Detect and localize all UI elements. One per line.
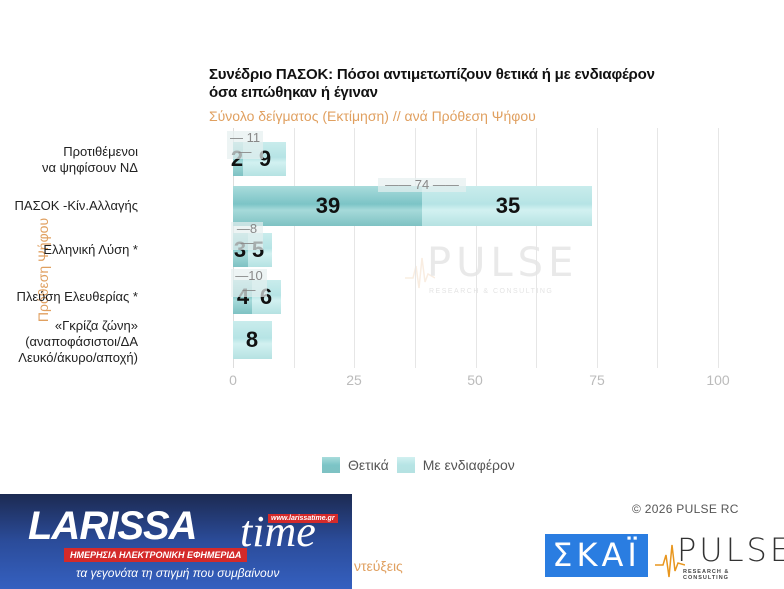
watermark-sub: RESEARCH & CONSULTING [429,288,554,295]
plot-area: Προτιθέμενοι να ψηφίσουν ΝΔ 2 9 — 11 — Π… [15,128,719,368]
legend-swatch-interest [396,457,415,473]
pulse-logo-word: PULSE [677,531,784,569]
total-value: 11 [246,130,261,145]
x-tick-label: 25 [346,372,362,388]
total-label: —8— [231,222,263,250]
cut-off-text: ντεύξεις [354,558,403,574]
gridline [596,128,598,368]
category-label-line: «Γκρίζα ζώνη» [54,318,138,333]
chart-title: Συνέδριο ΠΑΣΟΚ: Πόσοι αντιμετωπίζουν θετ… [209,66,655,102]
watermark-logo: PULSE RESEARCH & CONSULTING [405,240,573,300]
total-value: 8 [249,221,258,236]
larissatime-tagline: τα γεγονότα τη στιγμή που συμβαίνουν [76,566,280,580]
bar-positive[interactable] [233,142,243,176]
total-label: —— 74 —— [378,178,466,192]
larissatime-band: ΗΜΕΡΗΣΙΑ ΗΛΕΚΤΡΟΝΙΚΗ ΕΦΗΜΕΡΙΔΑ [64,548,248,562]
gridline [475,128,477,368]
category-label: Ελληνική Λύση * [43,242,138,258]
legend-swatch-positive [322,457,340,473]
larissatime-url[interactable]: www.larissatime.gr [268,514,338,523]
gridline [414,128,416,368]
bar-positive[interactable] [233,186,423,226]
gridline [293,128,295,368]
chart-subtitle: Σύνολο δείγματος (Εκτίμηση) // ανά Πρόθε… [209,108,536,124]
y-axis-title: Πρόθεση Ψήφου [35,217,51,323]
larissatime-banner[interactable]: LARISSA time www.larissatime.gr ΗΜΕΡΗΣΙΑ… [0,494,352,589]
gridline [718,128,719,368]
gridline [657,128,659,368]
category-label-line: ΠΑΣΟΚ -Κίν.Αλλαγής [14,198,138,213]
category-label-line: Πλεύση Ελευθερίας * [16,289,139,304]
gridline [536,128,538,368]
watermark-word: PULSE [427,240,579,286]
category-label: Πλεύση Ελευθερίας * [17,289,139,305]
pulse-wave-icon [655,544,685,578]
value-label: 8 [245,327,259,352]
copyright-text: © 2026 PULSE RC [632,502,739,516]
value-label: 39 [315,193,341,218]
chart-title-line1: Συνέδριο ΠΑΣΟΚ: Πόσοι αντιμετωπίζουν θετ… [209,66,655,83]
legend-label-positive[interactable]: Θετικά [348,457,389,473]
category-label: ΠΑΣΟΚ -Κίν.Αλλαγής [15,198,138,214]
value-label: 35 [495,193,521,218]
x-tick-label: 50 [467,372,483,388]
x-tick-label: 100 [706,372,730,388]
pulse-wave-icon [405,257,435,289]
category-label-line: Ελληνική Λύση * [43,242,138,257]
category-label: «Γκρίζα ζώνη» (αναποφάσιστοι/ΔΑ Λευκό/άκ… [18,318,138,366]
legend: Θετικά Με ενδιαφέρον [322,457,515,473]
x-tick-label: 75 [589,372,605,388]
bar-interest[interactable] [233,321,272,359]
pulse-logo-sub: RESEARCH & CONSULTING [683,569,730,581]
category-label-line: Προτιθέμενοι [63,144,138,159]
bar-interest[interactable] [422,186,592,226]
skai-logo: ΣΚΑΪ [545,534,648,577]
total-label: — 11 — [227,131,263,159]
category-label-line: Λευκό/άκυρο/αποχή) [18,350,138,365]
pulse-logo: PULSE RESEARCH & CONSULTING [655,531,784,581]
category-label-line: (αναποφάσιστοι/ΔΑ [25,334,138,349]
larissatime-brand: LARISSA [28,504,198,548]
total-value: 74 [414,177,430,192]
x-tick-label: 0 [229,372,237,388]
legend-label-interest[interactable]: Με ενδιαφέρον [422,457,515,473]
category-label-line: να ψηφίσουν ΝΔ [42,160,138,175]
category-label: Προτιθέμενοι να ψηφίσουν ΝΔ [42,144,138,176]
total-label: —10— [231,269,267,297]
total-value: 10 [248,268,263,283]
chart-title-line2: όσα ειπώθηκαν ή έγιναν [209,84,378,101]
gridline [354,128,356,368]
